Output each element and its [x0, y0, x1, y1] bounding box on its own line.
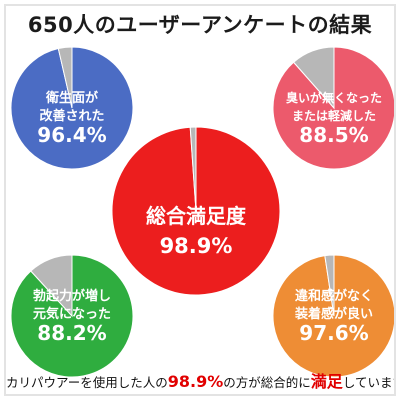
infographic-frame: 総合満足度 98.9% 衛生面が 改善された 96.4% 臭いが無くなった または軽減した 8… — [4, 4, 396, 396]
pie-label-line: 総合満足度 — [146, 204, 247, 228]
pie-charts-canvas: 総合満足度98.9%衛生面が改善された96.4%臭いが無くなったまたは軽減した8… — [10, 46, 394, 378]
summary-footer: カリパウアーを使用した人の98.9%の方が総合的に満足しています — [6, 368, 394, 392]
pie-label-line: 装着感が良い — [294, 306, 373, 322]
pie-label-line: 違和感がなく — [295, 288, 373, 304]
pie-value-label: 88.2% — [37, 321, 106, 345]
pie-slice-remainder — [292, 46, 335, 110]
pie-label-line: 臭いが無くなった — [286, 90, 382, 105]
pie-value-label: 97.6% — [299, 321, 368, 345]
pie-label-line: 衛生面が — [45, 90, 98, 106]
pie-slice-remainder — [324, 254, 335, 317]
footer-percent: 98.9% — [167, 372, 224, 391]
pie-label-line: 勃起力が増し — [33, 288, 111, 304]
footer-text-2: の方が総合的に — [223, 375, 311, 390]
pie-chart-center: 総合満足度 98.9% — [111, 126, 281, 296]
pie-slice-remainder — [189, 126, 197, 212]
infographic-title: 650人のユーザーアンケートの結果 — [27, 13, 373, 37]
pie-value-label: 96.4% — [37, 123, 106, 147]
footer-text-3: しています — [342, 375, 394, 390]
pie-slice-main — [10, 254, 134, 378]
pie-value-label: 98.9% — [160, 234, 233, 258]
pie-value-label: 88.5% — [299, 123, 368, 147]
footer-satisfied: 満足 — [310, 372, 343, 391]
pie-label-line: または軽減した — [292, 108, 376, 123]
pie-slice-remainder — [57, 46, 73, 109]
pie-label-line: 改善された — [39, 108, 104, 124]
footer-text-1: カリパウアーを使用した人の — [6, 375, 168, 390]
pie-slice-main — [10, 46, 134, 170]
pie-label-line: 元気になった — [33, 306, 111, 322]
pie-slice-remainder — [30, 254, 73, 318]
